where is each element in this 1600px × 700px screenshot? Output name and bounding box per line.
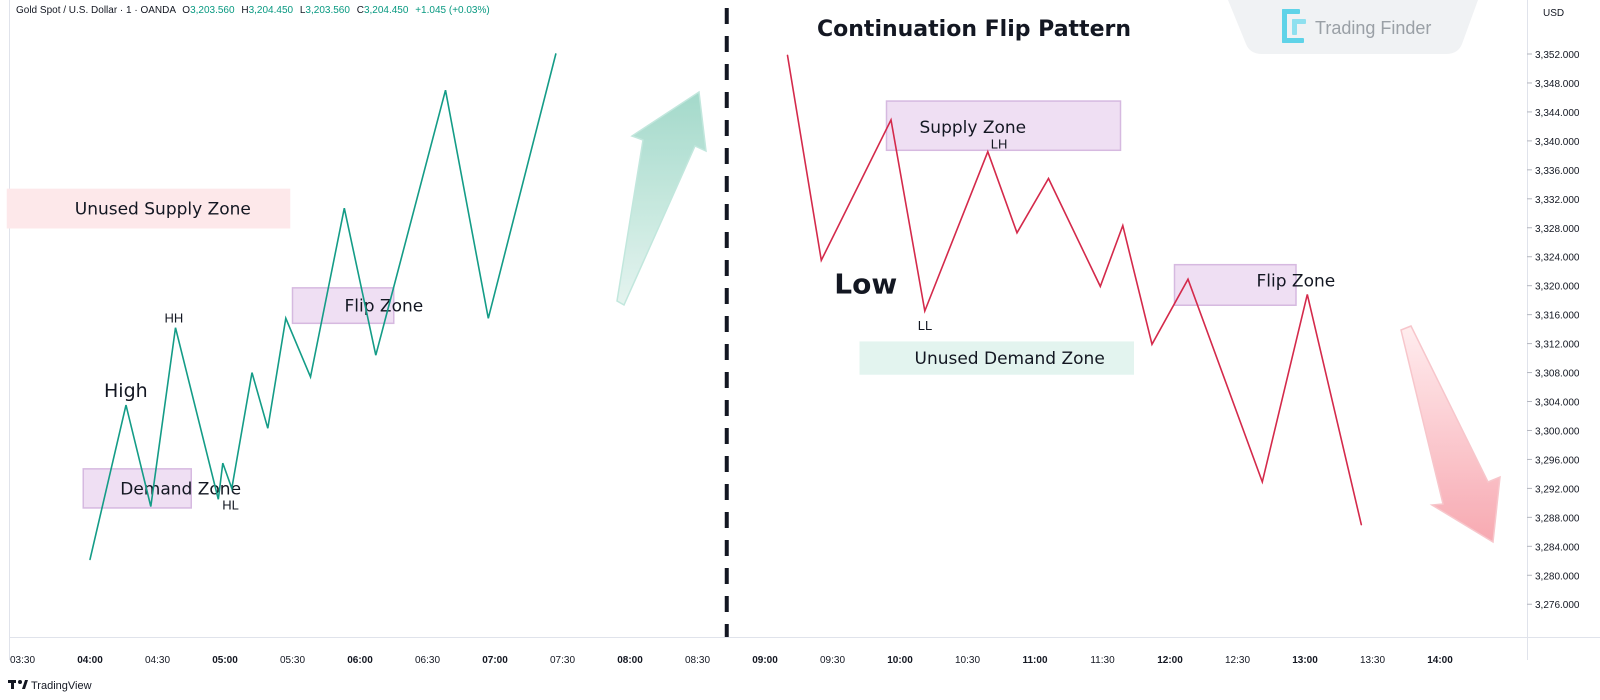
x-tick-label-16: 11:30 — [1090, 655, 1115, 666]
x-tick-label-19: 13:00 — [1292, 655, 1318, 666]
y-tick-label-4: 3,336.000 — [1535, 166, 1580, 177]
symbol-legend[interactable]: Gold Spot / U.S. Dollar · 1 · OANDA O3,2… — [16, 5, 490, 16]
high-value: 3,204.450 — [249, 5, 294, 16]
zone-label-3: Supply Zone — [920, 118, 1027, 138]
zone-label-1: Demand Zone — [120, 479, 241, 499]
series-line-1 — [786, 54, 1363, 526]
x-tick-label-10: 08:30 — [685, 655, 710, 666]
zone-label-5: Flip Zone — [1257, 272, 1336, 292]
annotation-hh: HH — [165, 311, 184, 326]
x-tick-label-12: 09:30 — [820, 655, 845, 666]
bullish-arrow — [616, 90, 707, 307]
x-tick-label-14: 10:30 — [955, 655, 980, 666]
zone-1[interactable] — [82, 468, 192, 509]
x-tick-label-15: 11:00 — [1022, 655, 1047, 666]
annotation-hl: HL — [222, 497, 239, 512]
y-tick-label-11: 3,308.000 — [1535, 369, 1580, 380]
zone-2[interactable] — [291, 287, 395, 325]
time-axis[interactable]: 03:30 04:00 04:30 05:00 05:30 06:00 06:30 07:00… — [10, 655, 1453, 666]
x-tick-label-0: 03:30 — [10, 655, 35, 666]
annotations: High HH HL Low LL LH — [104, 137, 1007, 513]
x-tick-label-13: 10:00 — [887, 655, 913, 666]
price-axis[interactable]: 3,352.000 3,348.000 3,344.000 3,340.000 3,33… — [1527, 50, 1580, 611]
y-tick-label-18: 3,280.000 — [1535, 571, 1580, 582]
y-tick-label-12: 3,304.000 — [1535, 398, 1580, 409]
brand-name: Trading Finder — [1315, 18, 1431, 38]
x-tick-label-4: 05:30 — [280, 655, 305, 666]
annotation-high: High — [104, 380, 148, 402]
zone-3[interactable] — [885, 100, 1122, 152]
tradingview-logo[interactable]: TradingView — [8, 680, 92, 692]
y-tick-label-5: 3,332.000 — [1535, 195, 1580, 206]
y-tick-label-3: 3,340.000 — [1535, 137, 1580, 148]
y-tick-label-2: 3,344.000 — [1535, 108, 1580, 119]
x-tick-label-3: 05:00 — [212, 655, 238, 666]
chart-title: Continuation Flip Pattern — [817, 17, 1131, 42]
x-tick-label-1: 04:00 — [77, 655, 103, 666]
y-tick-label-14: 3,296.000 — [1535, 455, 1580, 466]
annotation-low: Low — [834, 267, 897, 300]
trading-finder-logo-icon — [1282, 9, 1306, 43]
y-tick-label-17: 3,284.000 — [1535, 542, 1580, 553]
currency-label: USD — [1543, 8, 1564, 19]
bearish-arrow — [1400, 325, 1501, 544]
zone-4[interactable] — [859, 341, 1135, 375]
x-tick-label-17: 12:00 — [1157, 655, 1183, 666]
y-tick-label-6: 3,328.000 — [1535, 224, 1580, 235]
y-tick-label-10: 3,312.000 — [1535, 340, 1580, 351]
x-tick-label-6: 06:30 — [415, 655, 440, 666]
y-tick-label-0: 3,352.000 — [1535, 50, 1580, 61]
y-tick-label-9: 3,316.000 — [1535, 311, 1580, 322]
y-tick-label-15: 3,292.000 — [1535, 484, 1580, 495]
annotation-lh: LH — [991, 137, 1008, 152]
x-tick-label-5: 06:00 — [347, 655, 373, 666]
y-tick-label-16: 3,288.000 — [1535, 513, 1580, 524]
x-tick-label-2: 04:30 — [145, 655, 170, 666]
y-tick-label-13: 3,300.000 — [1535, 426, 1580, 437]
y-tick-label-1: 3,348.000 — [1535, 79, 1580, 90]
series-line-0 — [89, 53, 557, 561]
series-lines — [89, 53, 1363, 561]
low-value: 3,203.560 — [305, 5, 350, 16]
symbol-name: Gold Spot / U.S. Dollar · 1 · OANDA — [16, 5, 176, 16]
tradingview-logo-icon — [8, 680, 28, 689]
y-tick-label-7: 3,324.000 — [1535, 253, 1580, 264]
x-tick-label-21: 14:00 — [1427, 655, 1453, 666]
annotation-ll: LL — [918, 318, 932, 333]
zone-label-4: Unused Demand Zone — [915, 349, 1105, 369]
zone-0[interactable] — [6, 188, 291, 229]
brand-badge: Trading Finder — [1228, 0, 1478, 54]
x-tick-label-8: 07:30 — [550, 655, 575, 666]
zone-label-0: Unused Supply Zone — [75, 200, 251, 220]
zones: Unused Supply Zone Demand Zone Flip Zone Su… — [6, 100, 1336, 509]
zone-label-2: Flip Zone — [345, 297, 424, 317]
x-tick-label-7: 07:00 — [482, 655, 508, 666]
open-value: 3,203.560 — [190, 5, 235, 16]
close-value: 3,204.450 — [364, 5, 409, 16]
tradingview-label: TradingView — [31, 680, 92, 692]
y-tick-label-19: 3,276.000 — [1535, 600, 1580, 611]
x-tick-label-9: 08:00 — [617, 655, 643, 666]
y-tick-label-8: 3,320.000 — [1535, 282, 1580, 293]
x-tick-label-18: 12:30 — [1225, 655, 1250, 666]
x-tick-label-20: 13:30 — [1360, 655, 1385, 666]
change-value: +1.045 (+0.03%) — [415, 5, 490, 16]
x-tick-label-11: 09:00 — [752, 655, 778, 666]
